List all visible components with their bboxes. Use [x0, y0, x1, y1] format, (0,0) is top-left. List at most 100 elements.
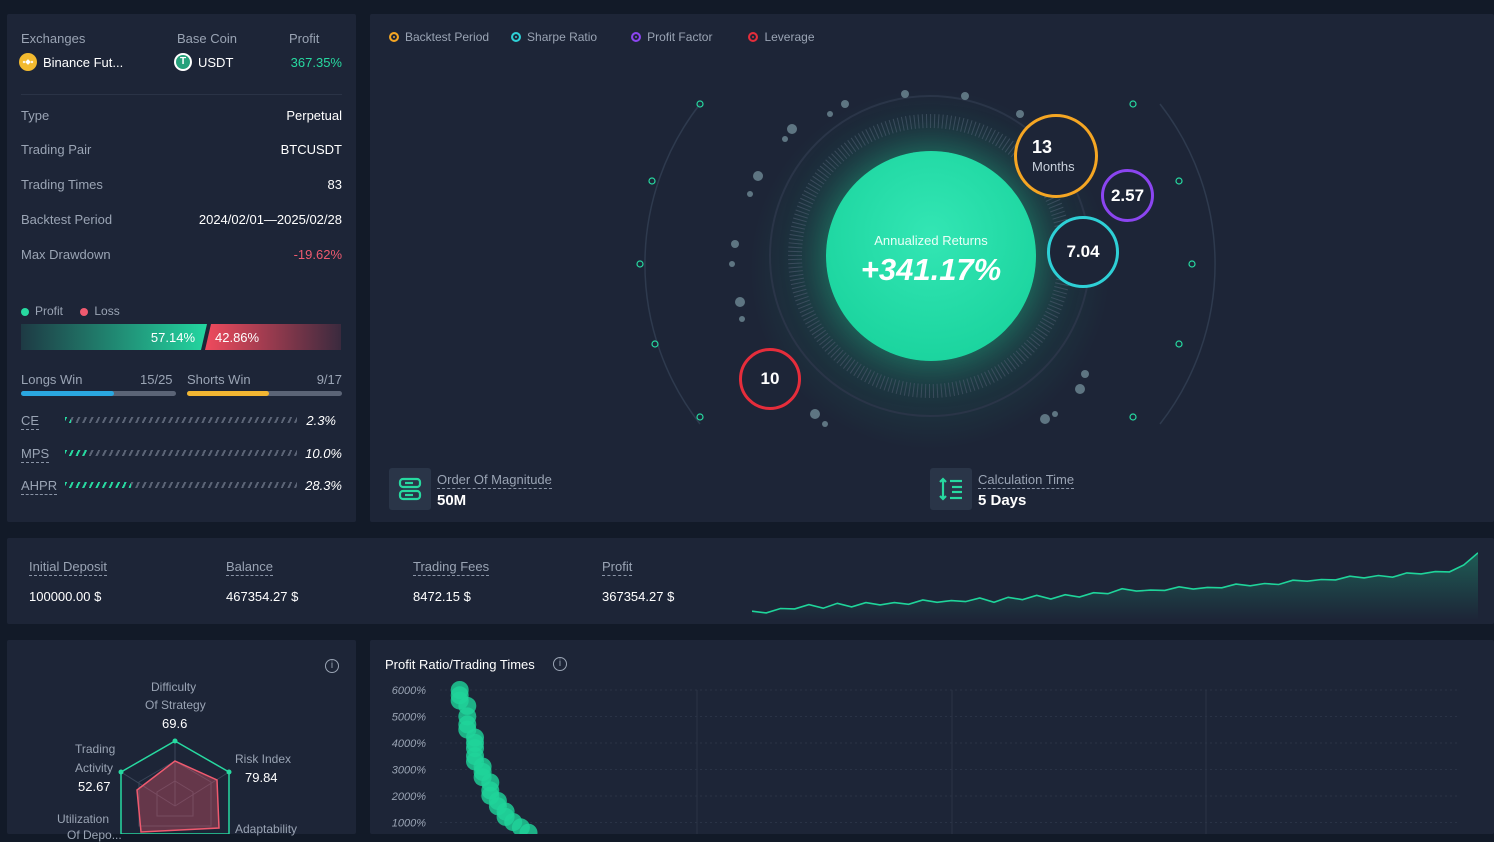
sparkline-area — [752, 552, 1478, 620]
trading-activity-label-1: Trading — [75, 742, 116, 756]
y-tick-label: 6000% — [392, 685, 426, 697]
legend-sharpe-ratio[interactable]: Sharpe Ratio — [511, 30, 597, 44]
legend-profit-factor[interactable]: Profit Factor — [631, 30, 712, 44]
longs-win-track — [21, 391, 176, 396]
loss-pct: 42.86% — [215, 330, 260, 345]
metric-ce-fill — [65, 417, 71, 423]
binance-icon — [19, 53, 37, 71]
annualized-returns-label: Annualized Returns — [874, 233, 988, 248]
exchange-selector[interactable]: Binance Fut... — [19, 53, 123, 71]
base-coin-label: Base Coin — [177, 31, 237, 46]
legend-profit: Profit — [35, 304, 64, 318]
metric-mps-fill — [65, 450, 89, 456]
chart-title: Profit Ratio/Trading Times — [385, 657, 535, 672]
profit-factor-bubble[interactable]: 2.57 — [1101, 169, 1154, 222]
profit-ratio-card: Profit Ratio/Trading Times i 6000% 5000% 4… — [370, 640, 1494, 834]
metric-ce-bar — [65, 417, 297, 423]
balance-value: 467354.27 $ — [226, 589, 299, 604]
magnitude-icon — [389, 468, 431, 510]
base-coin: T USDT — [174, 53, 233, 71]
calculation-time-value: 5 Days — [978, 492, 1027, 509]
scatter-point[interactable] — [519, 823, 538, 834]
profit-label: Profit — [289, 31, 320, 46]
metric-mps-label[interactable]: MPS — [21, 446, 50, 463]
stats-profit-label[interactable]: Profit — [602, 559, 633, 576]
calculation-time-label[interactable]: Calculation Time — [978, 472, 1075, 489]
stats-profit-value: 367354.27 $ — [602, 589, 675, 604]
profit-loss-legend: Profit Loss — [21, 304, 120, 318]
exchange-value: Binance Fut... — [43, 54, 124, 70]
shorts-win-track — [187, 391, 342, 396]
longs-win-label: Longs Win — [21, 372, 83, 387]
info-row-trading-pair: Trading Pair BTCUSDT — [21, 142, 342, 157]
trading-activity-value: 52.67 — [78, 779, 111, 794]
utilization-label-1: Utilization — [57, 812, 110, 826]
risk-value: 79.84 — [245, 770, 278, 785]
shorts-win-fill — [187, 391, 270, 396]
divider — [21, 94, 342, 95]
profit-pct: 57.14% — [150, 330, 195, 345]
metric-mps-bar — [65, 450, 297, 456]
loss-segment: 42.86% — [205, 324, 341, 350]
longs-win-fill — [21, 391, 114, 396]
metric-mps-value: 10.0% — [305, 446, 342, 461]
chart-info-icon[interactable]: i — [553, 657, 567, 671]
balance-label[interactable]: Balance — [226, 559, 273, 576]
y-tick-label: 5000% — [392, 712, 426, 724]
calculation-time-icon — [930, 468, 972, 510]
returns-card: Backtest Period Sharpe Ratio Profit Fact… — [370, 14, 1494, 522]
leverage-bubble[interactable]: 10 — [739, 348, 801, 410]
shorts-win-value: 9/17 — [316, 372, 342, 387]
metric-ahpr-bar — [65, 482, 297, 488]
trading-fees-label[interactable]: Trading Fees — [413, 559, 490, 576]
magnitude-label[interactable]: Order Of Magnitude — [437, 472, 552, 489]
metric-ce-label[interactable]: CE — [21, 413, 40, 430]
info-row-backtest-period: Backtest Period 2024/02/01—2025/02/28 — [21, 212, 342, 227]
legend-backtest-period[interactable]: Backtest Period — [389, 30, 489, 44]
difficulty-label-line2: Of Strategy — [145, 698, 206, 712]
exchanges-label: Exchanges — [21, 31, 86, 46]
profit-segment: 57.14% — [21, 324, 207, 350]
metric-ahpr-fill — [65, 482, 131, 488]
summary-card: Exchanges Binance Fut... Base Coin T USD… — [7, 14, 356, 522]
info-icon[interactable]: i — [325, 659, 339, 673]
profit-value: 367.35% — [290, 55, 342, 70]
longs-win-value: 15/25 — [140, 372, 173, 387]
legend-leverage[interactable]: Leverage — [748, 30, 815, 44]
sparkline-line — [752, 552, 1478, 614]
profit-loss-bar: 57.14% 42.86% — [21, 324, 341, 350]
base-coin-value: USDT — [198, 54, 234, 70]
returns-legend: Backtest Period Sharpe Ratio Profit Fact… — [389, 30, 815, 44]
difficulty-value: 69.6 — [162, 716, 188, 731]
adaptability-label: Adaptability — [235, 822, 298, 836]
strategy-radar-card: i Difficulty Of Strategy 69.6 Risk Index… — [7, 640, 356, 842]
difficulty-label-line1: Difficulty — [151, 680, 197, 694]
balance-sparkline — [752, 552, 1478, 620]
shorts-win-label: Shorts Win — [187, 372, 251, 387]
info-row-type: Type Perpetual — [21, 108, 342, 123]
annualized-returns-value: +341.17% — [860, 252, 1002, 287]
metric-ahpr-label[interactable]: AHPR — [21, 478, 58, 495]
annualized-returns-circle: Annualized Returns +341.17% — [826, 151, 1036, 361]
usdt-icon: T — [174, 53, 192, 71]
y-tick-label: 3000% — [392, 765, 426, 777]
trading-activity-label-2: Activity — [75, 761, 114, 775]
scatter-plot: 6000% 5000% 4000% 3000% 2000% 1000% — [391, 681, 1460, 834]
magnitude-value: 50M — [437, 492, 467, 509]
radar-chart — [118, 738, 232, 834]
trading-fees-value: 8472.15 $ — [413, 589, 471, 604]
risk-label: Risk Index — [235, 752, 292, 766]
initial-deposit-label[interactable]: Initial Deposit — [29, 559, 108, 576]
y-tick-label: 4000% — [392, 738, 426, 750]
metric-ce-value: 2.3% — [306, 413, 336, 428]
legend-loss: Loss — [94, 304, 120, 318]
y-tick-label: 2000% — [391, 791, 426, 803]
backtest-period-bubble[interactable]: 13 Months — [1014, 114, 1098, 198]
info-row-trading-times: Trading Times 83 — [21, 177, 342, 192]
initial-deposit-value: 100000.00 $ — [29, 589, 102, 604]
metric-ahpr-value: 28.3% — [305, 478, 342, 493]
y-tick-label: 1000% — [392, 818, 426, 830]
sharpe-ratio-bubble[interactable]: 7.04 — [1047, 216, 1119, 288]
info-row-max-drawdown: Max Drawdown -19.62% — [21, 247, 342, 262]
stats-strip: Initial Deposit 100000.00 $ Balance 4673… — [7, 538, 1494, 624]
